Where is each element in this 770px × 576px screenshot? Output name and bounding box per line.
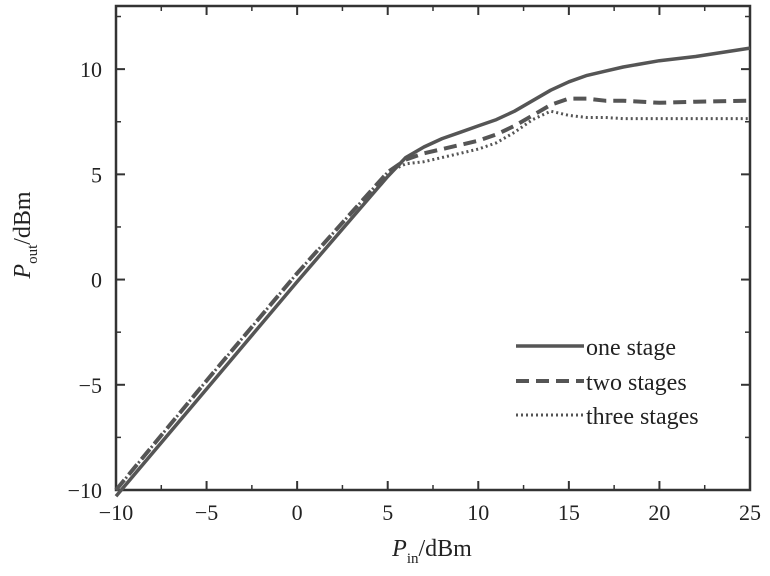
y-tick-label: 5 [91,162,102,187]
legend-label-three-stages: three stages [586,404,699,430]
x-tick-label: 0 [292,500,303,525]
y-axis-label: Pout/dBm [10,191,41,280]
x-tick-label: −5 [195,500,218,525]
y-axis-label-sub: out [25,244,41,264]
series-line-two-stages [114,96,751,492]
y-axis-label-unit: /dBm [10,191,36,245]
tick-marks [115,6,751,491]
x-tick-label: 25 [739,500,761,525]
legend-label-two-stages: two stages [586,370,687,396]
x-axis-label-unit: /dBm [419,536,473,562]
y-tick-label: 10 [80,57,102,82]
x-tick-label: 10 [467,500,489,525]
legend-label-one-stage: one stage [586,335,676,361]
tick-labels: −10 −5 0 5 10 15 20 25 −10 −5 0 5 10 [68,57,761,525]
series-lines [114,46,751,498]
x-axis-label-sub: in [407,551,419,567]
series-line-one-stage [114,46,751,498]
legend: one stage two stages three stages [516,335,699,430]
series-line-three-stages [114,109,750,491]
x-tick-label: −10 [99,500,133,525]
x-tick-label: 15 [558,500,580,525]
x-tick-label: 5 [382,500,393,525]
x-axis-label: Pin/dBm [391,536,472,567]
y-tick-label: −10 [68,478,102,503]
y-axis-label-main: P [10,264,36,280]
x-tick-label: 20 [648,500,670,525]
y-tick-label: −5 [79,373,102,398]
y-tick-label: 0 [91,268,102,293]
x-axis-label-main: P [391,536,407,562]
